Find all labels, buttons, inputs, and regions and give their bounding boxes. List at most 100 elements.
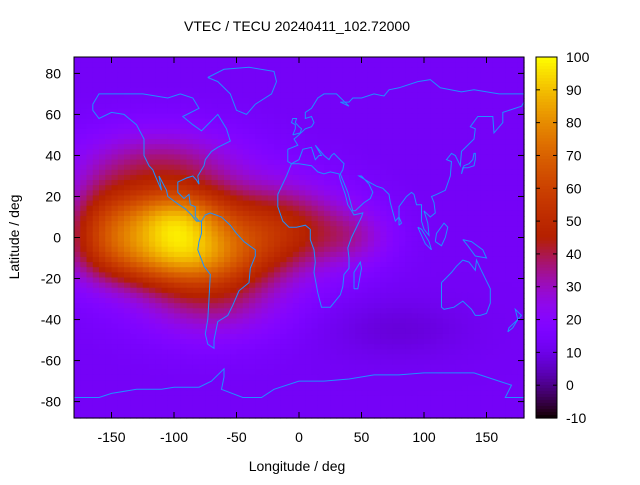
- heatmap-cell: [361, 113, 369, 120]
- heatmap-cell: [417, 395, 425, 402]
- heatmap-cell: [261, 369, 269, 376]
- heatmap-cell: [274, 123, 281, 130]
- heatmap-cell: [349, 72, 356, 79]
- heatmap-cell: [392, 385, 400, 391]
- heatmap-cell: [349, 118, 356, 125]
- heatmap-cell: [399, 82, 406, 89]
- heatmap-cell: [99, 144, 106, 150]
- heatmap-cell: [517, 333, 525, 340]
- heatmap-cell: [380, 174, 388, 181]
- heatmap-cell: [480, 328, 488, 335]
- heatmap-cell: [442, 308, 450, 314]
- heatmap-cell: [274, 241, 281, 248]
- heatmap-cell: [255, 169, 263, 176]
- heatmap-cell: [280, 256, 288, 263]
- heatmap-cell: [392, 323, 400, 330]
- heatmap-cell: [105, 215, 113, 222]
- heatmap-cell: [299, 277, 306, 284]
- heatmap-cell: [180, 231, 188, 238]
- heatmap-cell: [336, 318, 344, 325]
- heatmap-cell: [430, 313, 438, 320]
- heatmap-cell: [142, 57, 150, 63]
- heatmap-cell: [467, 77, 475, 84]
- heatmap-cell: [217, 236, 225, 243]
- heatmap-cell: [142, 205, 150, 212]
- heatmap-cell: [417, 267, 425, 273]
- heatmap-cell: [380, 159, 388, 166]
- heatmap-cell: [167, 215, 175, 222]
- heatmap-cell: [449, 67, 456, 73]
- heatmap-cell: [292, 118, 300, 125]
- heatmap-cell: [205, 364, 213, 371]
- heatmap-cell: [349, 231, 356, 238]
- heatmap-cell: [261, 215, 269, 222]
- heatmap-cell: [474, 180, 481, 186]
- heatmap-cell: [442, 154, 450, 161]
- heatmap-cell: [486, 77, 494, 84]
- heatmap-cell: [242, 159, 250, 166]
- heatmap-cell: [111, 77, 119, 84]
- heatmap-cell: [442, 339, 450, 345]
- heatmap-cell: [242, 405, 250, 412]
- heatmap-cell: [392, 287, 400, 294]
- heatmap-cell: [80, 226, 88, 232]
- heatmap-cell: [249, 98, 256, 104]
- heatmap-cell: [224, 349, 231, 356]
- heatmap-cell: [374, 226, 381, 232]
- heatmap-cell: [167, 113, 175, 120]
- heatmap-cell: [474, 369, 481, 376]
- heatmap-cell: [211, 292, 219, 299]
- heatmap-cell: [442, 174, 450, 181]
- heatmap-cell: [224, 313, 231, 320]
- heatmap-cell: [405, 313, 413, 320]
- heatmap-cell: [224, 246, 231, 253]
- heatmap-cell: [280, 215, 288, 222]
- heatmap-cell: [161, 262, 169, 268]
- heatmap-cell: [342, 72, 350, 79]
- heatmap-cell: [342, 344, 350, 350]
- heatmap-cell: [405, 67, 413, 73]
- heatmap-cell: [167, 144, 175, 150]
- heatmap-cell: [274, 374, 281, 381]
- heatmap-cell: [424, 251, 431, 258]
- heatmap-cell: [355, 169, 363, 176]
- heatmap-cell: [261, 251, 269, 258]
- heatmap-cell: [380, 82, 388, 89]
- heatmap-cell: [480, 277, 488, 284]
- heatmap-cell: [436, 313, 444, 320]
- heatmap-cell: [230, 385, 238, 391]
- heatmap-cell: [205, 251, 213, 258]
- heatmap-cell: [80, 103, 88, 109]
- heatmap-cell: [117, 344, 125, 350]
- heatmap-cell: [417, 339, 425, 345]
- heatmap-cell: [174, 62, 181, 68]
- heatmap-cell: [367, 210, 375, 217]
- heatmap-cell: [330, 221, 338, 227]
- heatmap-cell: [411, 180, 419, 186]
- heatmap-cell: [392, 139, 400, 145]
- heatmap-cell: [242, 267, 250, 273]
- heatmap-cell: [80, 174, 88, 181]
- heatmap-cell: [199, 174, 206, 181]
- heatmap-cell: [142, 164, 150, 171]
- heatmap-cell: [324, 123, 331, 130]
- heatmap-cell: [499, 200, 506, 207]
- heatmap-cell: [405, 154, 413, 161]
- heatmap-cell: [474, 139, 481, 145]
- heatmap-cell: [180, 369, 188, 376]
- heatmap-cell: [417, 390, 425, 397]
- heatmap-cell: [199, 313, 206, 320]
- heatmap-cell: [155, 400, 163, 407]
- heatmap-cell: [424, 103, 431, 109]
- heatmap-cell: [505, 256, 513, 263]
- heatmap-cell: [399, 205, 406, 212]
- heatmap-cell: [311, 190, 319, 197]
- heatmap-cell: [174, 133, 181, 140]
- heatmap-cell: [361, 231, 369, 238]
- heatmap-cell: [449, 118, 456, 125]
- heatmap-cell: [374, 139, 381, 145]
- heatmap-cell: [142, 221, 150, 227]
- heatmap-cell: [417, 164, 425, 171]
- heatmap-cell: [292, 154, 300, 161]
